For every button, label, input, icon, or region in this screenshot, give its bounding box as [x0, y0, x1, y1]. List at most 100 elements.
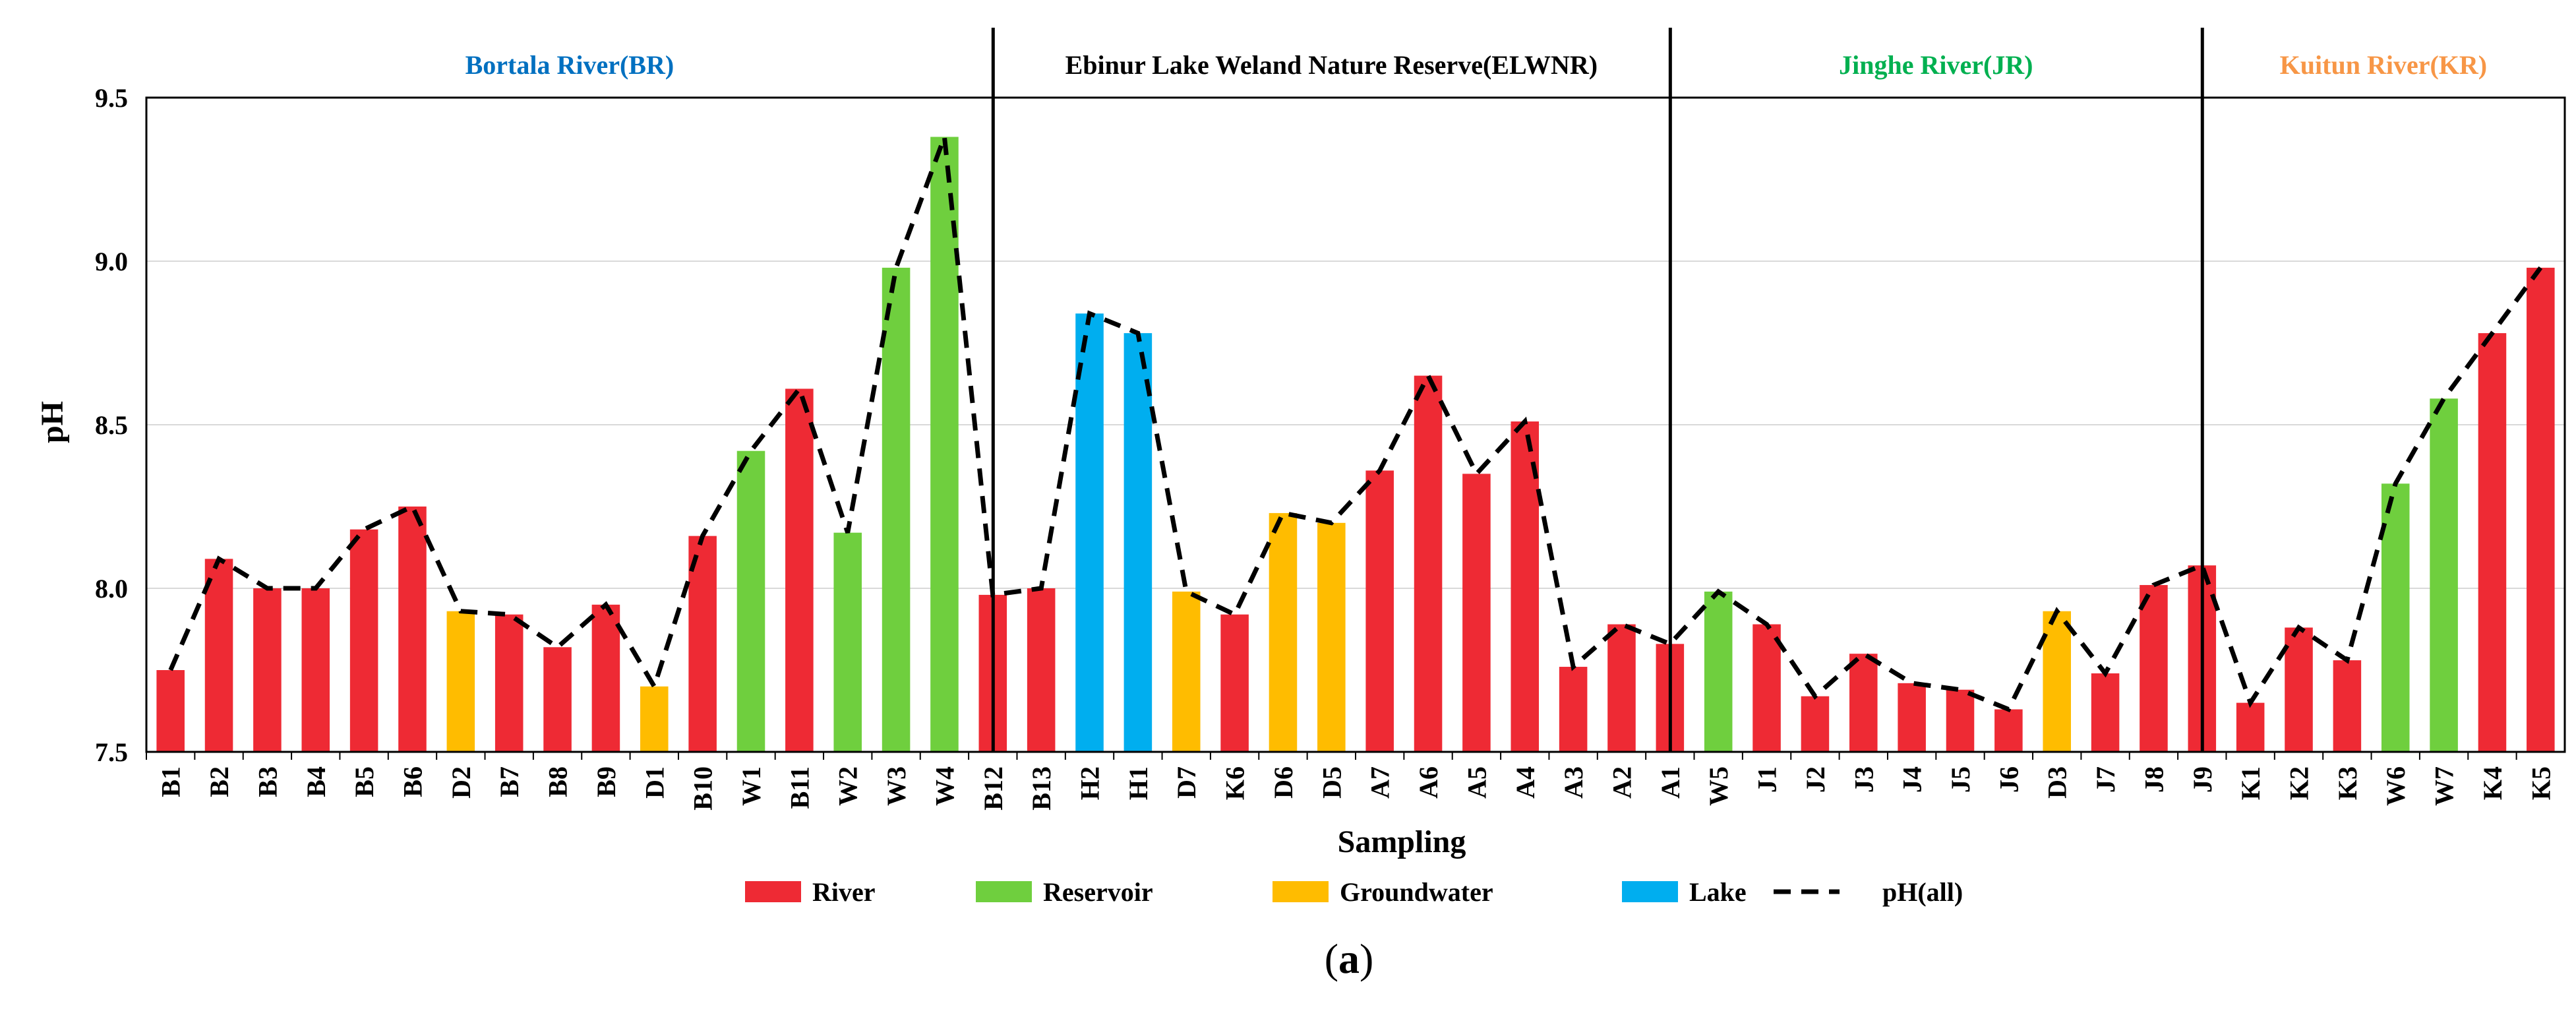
- bar-B6: [398, 507, 427, 752]
- bar-K1: [2236, 702, 2265, 752]
- x-tick-label: J4: [1898, 766, 1927, 793]
- ph-all-polyline: [168, 136, 2543, 712]
- bar-W1: [736, 450, 765, 752]
- x-tick-label: J8: [2139, 766, 2169, 793]
- legend-swatch-lake: [1622, 881, 1678, 902]
- bar-B5: [349, 529, 378, 752]
- legend-label: pH(all): [1882, 877, 1963, 907]
- bar-B11: [785, 388, 814, 752]
- x-axis-ticks: B1 B2 B3 B4 B5 B6 D2 B7 B8 B9 D1 B10 W1 B11 W2 W3 W4 B12 B…: [146, 752, 2556, 811]
- bar-A5: [1462, 474, 1491, 752]
- x-tick-label: H1: [1123, 766, 1153, 800]
- bar-K2: [2285, 627, 2313, 752]
- bar-A3: [1559, 667, 1588, 752]
- bar-J5: [1946, 689, 1975, 752]
- bar-J8: [2140, 585, 2168, 752]
- bar-B2: [204, 559, 233, 752]
- bar-J7: [2091, 673, 2120, 752]
- y-tick-label: 9.0: [95, 247, 128, 276]
- bar-J4: [1898, 683, 1926, 752]
- y-tick-label: 8.0: [95, 574, 128, 603]
- bar-B1: [156, 670, 185, 752]
- x-tick-label: A3: [1559, 766, 1588, 799]
- x-tick-label: W6: [2381, 766, 2411, 806]
- x-tick-label: B7: [494, 766, 524, 797]
- bar-series: [156, 137, 2555, 752]
- x-tick-label: K5: [2526, 766, 2556, 800]
- bar-J3: [1849, 654, 1878, 752]
- x-tick-label: D7: [1172, 766, 1201, 799]
- bar-D1: [640, 686, 669, 752]
- x-tick-label: W2: [833, 766, 863, 806]
- x-tick-label: A4: [1511, 766, 1540, 799]
- x-tick-label: B8: [543, 766, 573, 797]
- bar-J2: [1801, 696, 1830, 752]
- figure-caption: (a): [1325, 935, 1374, 982]
- x-tick-label: D5: [1317, 766, 1346, 799]
- bar-J1: [1752, 624, 1781, 752]
- bar-W2: [833, 532, 862, 752]
- x-tick-label: J3: [1849, 766, 1878, 793]
- legend-label: Reservoir: [1043, 877, 1153, 907]
- bar-W4: [930, 137, 959, 752]
- y-tick-label: 7.5: [95, 737, 128, 767]
- bar-W6: [2381, 483, 2410, 752]
- bar-B7: [494, 614, 524, 752]
- x-tick-label: B13: [1027, 766, 1056, 811]
- bar-W7: [2430, 398, 2458, 752]
- region-label: Bortala River(BR): [465, 50, 674, 80]
- x-tick-label: D1: [640, 766, 669, 799]
- x-tick-label: B2: [204, 766, 234, 797]
- bar-D3: [2043, 611, 2071, 752]
- region-label: Kuitun River(KR): [2280, 50, 2487, 80]
- legend-label: Lake: [1689, 877, 1747, 907]
- x-tick-label: K1: [2236, 766, 2265, 800]
- x-tick-label: D3: [2043, 766, 2072, 799]
- x-tick-label: A6: [1414, 766, 1443, 799]
- bar-D7: [1172, 591, 1201, 752]
- region-label: Ebinur Lake Weland Nature Reserve(ELWNR): [1065, 50, 1598, 80]
- legend-label: Groundwater: [1340, 877, 1493, 907]
- caption-open: (: [1325, 935, 1338, 982]
- x-tick-label: B6: [398, 766, 427, 797]
- bar-B9: [591, 604, 620, 752]
- plot-frame: [145, 96, 2566, 753]
- bar-W5: [1704, 591, 1733, 752]
- bar-K3: [2333, 660, 2362, 752]
- region-labels: Bortala River(BR) Ebinur Lake Weland Natu…: [465, 50, 2488, 80]
- y-tick-label: 8.5: [95, 410, 128, 440]
- x-tick-label: B11: [785, 766, 814, 809]
- bar-K4: [2478, 333, 2507, 752]
- bar-D5: [1317, 522, 1346, 752]
- bar-D2: [446, 611, 475, 752]
- ph-all-line: [168, 136, 2543, 712]
- x-tick-label: B10: [688, 766, 718, 811]
- x-tick-label: B9: [591, 766, 621, 797]
- x-tick-label: W1: [736, 766, 766, 806]
- caption-close: ): [1360, 935, 1373, 982]
- x-tick-label: K2: [2285, 766, 2314, 800]
- region-separators: [991, 28, 2204, 752]
- y-axis-ticks: 7.5 8.0 8.5 9.0 9.5: [95, 83, 128, 767]
- bar-D6: [1269, 512, 1298, 752]
- x-tick-label: J1: [1752, 766, 1782, 793]
- bar-B8: [543, 647, 572, 752]
- bar-B13: [1027, 588, 1056, 752]
- x-tick-label: B5: [349, 766, 379, 797]
- region-label: Jinghe River(JR): [1839, 50, 2033, 80]
- legend-swatch-reservoir: [976, 881, 1032, 902]
- x-tick-label: W5: [1704, 766, 1733, 806]
- x-tick-label: J7: [2091, 766, 2120, 793]
- x-tick-label: B12: [978, 766, 1008, 811]
- x-tick-label: K6: [1220, 766, 1250, 800]
- bar-B3: [253, 588, 282, 752]
- x-tick-label: K4: [2478, 766, 2507, 800]
- bar-A2: [1607, 624, 1636, 752]
- x-tick-label: K3: [2333, 766, 2362, 800]
- x-tick-label: J2: [1801, 766, 1830, 793]
- x-tick-label: A7: [1365, 766, 1395, 799]
- x-axis-title: Sampling: [1338, 824, 1466, 859]
- x-tick-label: W7: [2430, 766, 2459, 806]
- bar-A7: [1365, 470, 1394, 752]
